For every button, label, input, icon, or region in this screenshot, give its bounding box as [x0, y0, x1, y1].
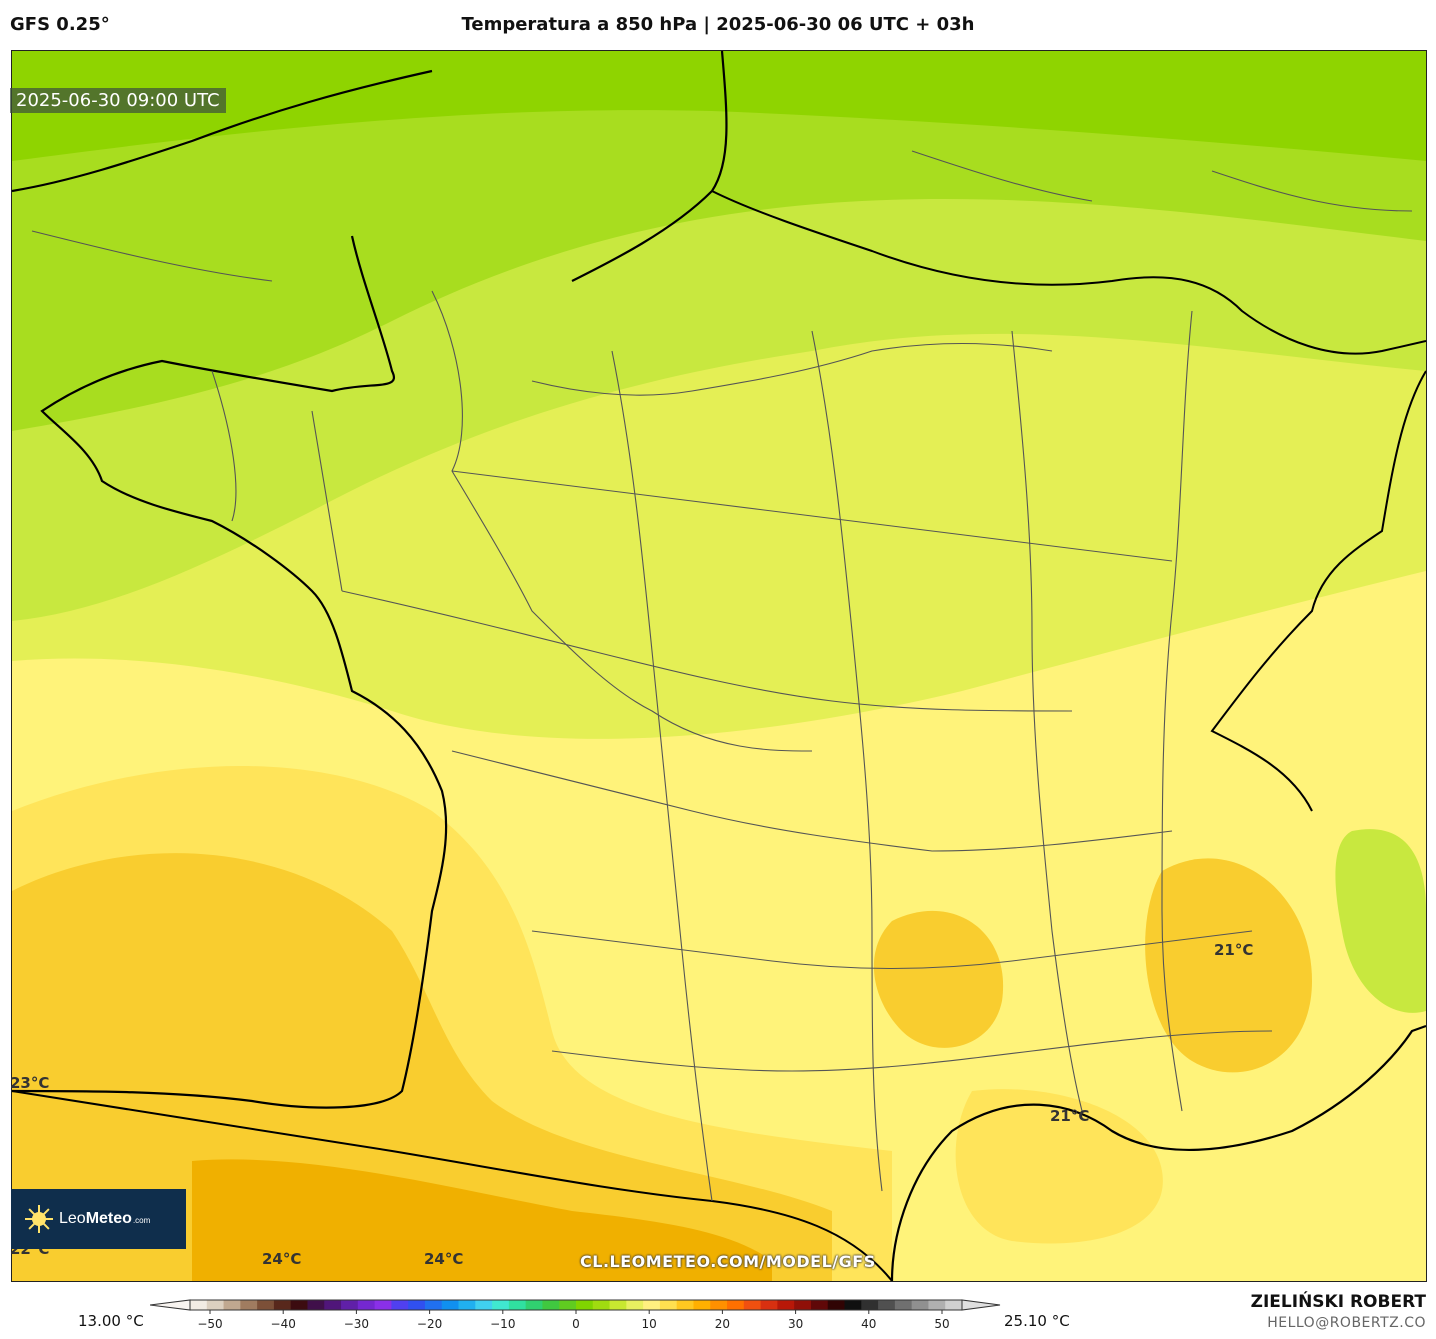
pocket-gulf	[955, 1089, 1163, 1244]
colorbar-swatch	[542, 1300, 560, 1310]
colorbar-swatch	[223, 1300, 241, 1310]
colorbar-swatch	[928, 1300, 946, 1310]
colorbar-swatch	[508, 1300, 527, 1310]
colorbar-swatch	[760, 1300, 778, 1310]
colorbar-tick-label: −30	[344, 1317, 369, 1331]
colorbar-swatch	[643, 1300, 661, 1310]
colorbar-swatch	[190, 1300, 208, 1310]
colorbar-swatch	[659, 1300, 678, 1310]
colorbar-swatch	[357, 1300, 376, 1310]
colorbar-tick-label: 10	[642, 1317, 657, 1331]
colorbar-swatch	[878, 1300, 896, 1310]
band-orange-pyrenees	[192, 1159, 772, 1281]
colorbar-swatch	[592, 1300, 611, 1310]
colorbar-swatch	[626, 1300, 644, 1310]
contour-label-24-east: 24°C	[424, 1250, 464, 1268]
colorbar-swatch	[290, 1300, 308, 1310]
colorbar-tick-label: 20	[715, 1317, 730, 1331]
map-canvas	[12, 51, 1426, 1281]
colorbar-swatch	[307, 1300, 325, 1310]
border-north	[711, 190, 1426, 355]
legend-min-value: 13.00 °C	[78, 1312, 144, 1330]
pocket-alps	[1335, 829, 1426, 1013]
pocket-central	[873, 910, 1004, 1048]
colorbar-swatch	[743, 1300, 762, 1310]
colorbar-swatch	[894, 1300, 913, 1310]
border-east	[1210, 370, 1426, 812]
source-url-watermark: CL.LEOMETEO.COM/MODEL/GFS	[580, 1252, 876, 1271]
colorbar-tick-label: 50	[934, 1317, 949, 1331]
colorbar-tick-label: 0	[572, 1317, 580, 1331]
leometeo-logo[interactable]: LeoMeteo.com	[11, 1189, 186, 1249]
colorbar-swatch	[945, 1300, 963, 1310]
colorbar-tick-label: 40	[861, 1317, 876, 1331]
colorbar-tick-label: −10	[490, 1317, 515, 1331]
model-name: GFS 0.25°	[10, 14, 110, 35]
legend-max-value: 25.10 °C	[1004, 1312, 1070, 1330]
colorbar-swatch	[710, 1300, 728, 1310]
colorbar-high-arrow	[961, 1299, 1001, 1311]
contour-label-23: 23°C	[10, 1074, 50, 1092]
logo-text: LeoMeteo.com	[59, 1210, 151, 1227]
colorbar-swatch	[206, 1300, 225, 1310]
temperature-colorbar: −50 −40 −30 −20 −10 0 10 20 30 40 50	[150, 1299, 1001, 1331]
coastline-mediterranean	[890, 1024, 1426, 1281]
admin-borders	[31, 150, 1413, 1202]
colorbar-swatch	[609, 1300, 627, 1310]
colorbar-swatch	[408, 1300, 426, 1310]
colorbar-swatch	[827, 1300, 846, 1310]
colorbar-swatch	[341, 1300, 359, 1310]
colorbar-swatch	[424, 1300, 443, 1310]
colorbar-swatch	[374, 1300, 392, 1310]
colorbar-swatch	[441, 1300, 460, 1310]
colorbar-swatch	[727, 1300, 745, 1310]
valid-time-badge: 2025-06-30 09:00 UTC	[10, 88, 226, 113]
colorbar-swatch	[676, 1300, 694, 1310]
colorbar-tick-label: −20	[417, 1317, 442, 1331]
author-email[interactable]: HELLO@ROBERTZ.CO	[1267, 1315, 1426, 1331]
temperature-map	[11, 50, 1427, 1282]
colorbar-swatch	[273, 1300, 292, 1310]
sun-icon	[25, 1205, 53, 1233]
colorbar-tick-label: −50	[197, 1317, 222, 1331]
contour-label-24-west: 24°C	[262, 1250, 302, 1268]
band-north-green	[12, 51, 1426, 161]
colorbar-swatch	[391, 1300, 409, 1310]
colorbar-tick-label: −40	[271, 1317, 296, 1331]
colorbar-swatch	[257, 1300, 275, 1310]
colorbar-swatch	[861, 1300, 879, 1310]
contour-label-21-provence: 21°C	[1214, 941, 1254, 959]
colorbar-swatch	[458, 1300, 476, 1310]
colorbar-low-arrow	[150, 1299, 191, 1311]
colorbar-swatch	[911, 1300, 929, 1310]
colorbar-swatch	[777, 1300, 795, 1310]
chart-title: Temperatura a 850 hPa | 2025-06-30 06 UT…	[461, 14, 975, 35]
pocket-provence	[1145, 858, 1312, 1073]
colorbar-swatch	[576, 1300, 594, 1310]
colorbar-swatch	[810, 1300, 829, 1310]
colorbar-swatch	[693, 1300, 711, 1310]
contour-label-21-gulf: 21°C	[1050, 1107, 1090, 1125]
border-south	[12, 1090, 893, 1281]
colorbar-swatch	[475, 1300, 493, 1310]
colorbar-swatch	[525, 1300, 543, 1310]
colorbar-swatch	[794, 1300, 812, 1310]
band-green	[12, 51, 1426, 431]
colorbar-swatch	[240, 1300, 258, 1310]
author-credit: ZIELIŃSKI ROBERT	[1250, 1292, 1426, 1312]
colorbar-swatch	[844, 1300, 862, 1310]
colorbar-swatch	[559, 1300, 577, 1310]
colorbar-swatch	[492, 1300, 510, 1310]
colorbar-tick-label: 30	[788, 1317, 803, 1331]
colorbar-swatch	[324, 1300, 342, 1310]
